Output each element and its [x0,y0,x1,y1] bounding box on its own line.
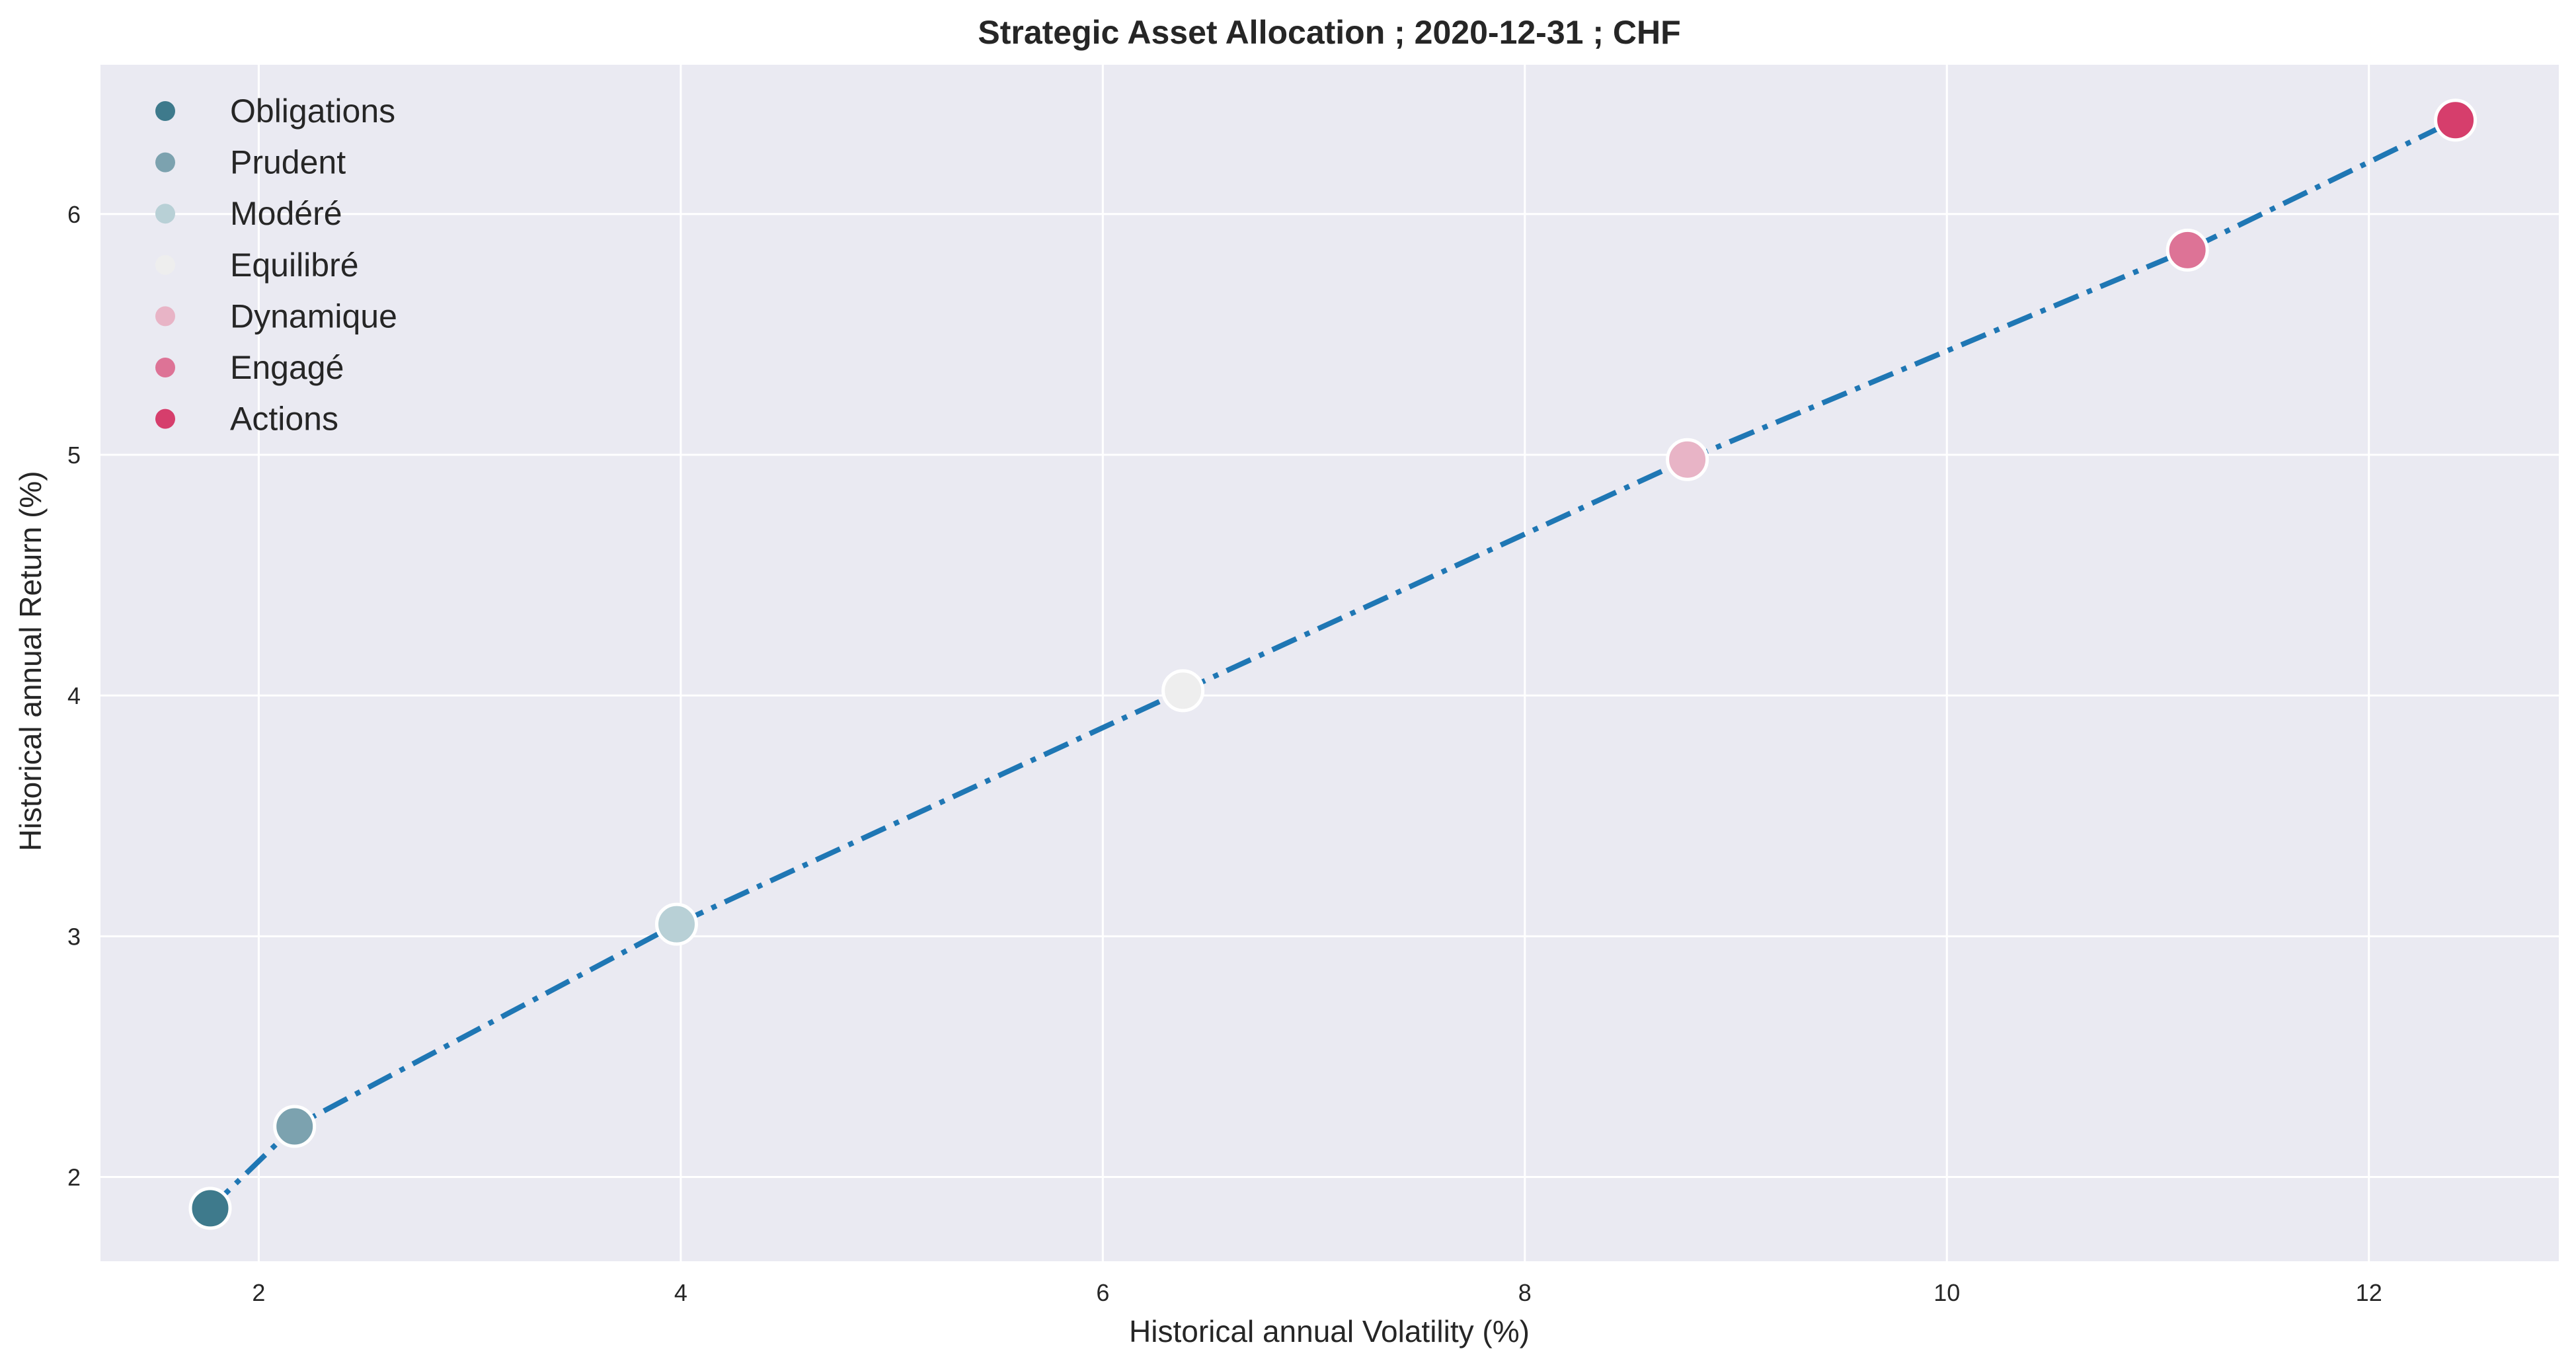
y-tick-label: 4 [67,682,81,709]
x-tick-label: 4 [674,1279,687,1306]
data-point [273,1105,317,1148]
data-point [1666,438,1709,481]
legend-label: Prudent [230,144,346,181]
y-tick-label: 5 [67,442,81,469]
data-point [188,1187,232,1230]
legend-marker [155,306,175,327]
legend: Obligations Prudent Modéré Equilibré Dynamiq… [155,93,397,438]
y-tick-label: 3 [67,923,81,950]
legend-marker [155,409,175,429]
x-tick-label: 8 [1518,1279,1532,1306]
y-tick-label: 6 [67,201,81,228]
legend-label: Dynamique [230,297,397,334]
x-tick-label: 2 [252,1279,265,1306]
data-point [2166,228,2209,272]
data-point [2434,98,2478,142]
legend-label: Actions [230,401,338,438]
data-points [188,98,2478,1230]
legend-marker [155,152,175,173]
grid-lines [100,65,2559,1261]
legend-label: Equilibré [230,247,359,284]
x-axis-label: Historical annual Volatility (%) [1129,1314,1530,1349]
legend-label: Modéré [230,195,342,232]
x-tick-label: 10 [1933,1279,1960,1306]
y-tick-labels: 2 3 4 5 6 [67,201,81,1191]
x-tick-labels: 2 4 6 8 10 12 [252,1279,2382,1306]
legend-marker [155,358,175,377]
legend-marker [155,204,175,224]
x-tick-label: 12 [2356,1279,2382,1306]
y-axis-label: Historical annual Return (%) [13,471,48,851]
data-point [654,902,698,946]
legend-label: Obligations [230,93,395,130]
legend-marker [155,101,175,121]
y-tick-label: 2 [67,1164,81,1191]
legend-label: Engagé [230,349,344,386]
data-point [1161,669,1205,713]
legend-marker [155,254,175,275]
x-tick-label: 6 [1096,1279,1109,1306]
chart-title: Strategic Asset Allocation ; 2020-12-31 … [978,14,1680,51]
